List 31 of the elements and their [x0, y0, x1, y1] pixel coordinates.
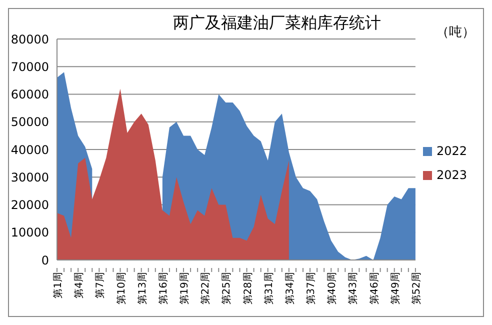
legend-label: 2022: [436, 144, 467, 158]
x-tick-label: 第25周: [220, 272, 233, 305]
legend-label: 2023: [436, 168, 467, 182]
x-tick-label: 第43周: [347, 272, 360, 305]
x-tick-label: 第4周: [73, 272, 86, 298]
x-tick-label: 第28周: [242, 272, 254, 305]
y-tick-label: 20000: [10, 198, 49, 212]
y-tick-label: 10000: [10, 226, 49, 240]
x-tick-label: 第40周: [326, 272, 338, 305]
text: （吨）: [436, 24, 475, 41]
x-tick-label: 第46周: [368, 272, 380, 305]
y-tick-label: 40000: [10, 142, 49, 157]
y-tick-label: 80000: [10, 32, 49, 46]
y-tick-label: 60000: [10, 88, 49, 102]
x-tick-label: 第7周: [94, 272, 106, 298]
x-tick-label: 第1周: [52, 272, 64, 298]
x-tick-label: 第49周: [389, 272, 402, 305]
y-tick-label: 70000: [10, 60, 49, 74]
y-tick-label: 0: [41, 253, 49, 268]
x-tick-label: 第10周: [115, 272, 128, 305]
x-tick-label: 第31周: [262, 272, 275, 305]
x-tick-label: 第16周: [157, 272, 170, 305]
x-tick-label: 第37周: [305, 272, 318, 305]
x-tick-label: 第22周: [200, 272, 212, 305]
chart-title: 两广及福建油厂菜粕库存统计: [173, 13, 381, 32]
x-tick-label: 第19周: [178, 272, 191, 305]
x-tick-label: 第34周: [284, 272, 296, 305]
x-tick-label: 第52周: [410, 272, 422, 305]
y-tick-label: 50000: [10, 115, 49, 130]
x-tick-label: 第13周: [136, 272, 148, 305]
y-tick-label: 30000: [10, 170, 49, 184]
